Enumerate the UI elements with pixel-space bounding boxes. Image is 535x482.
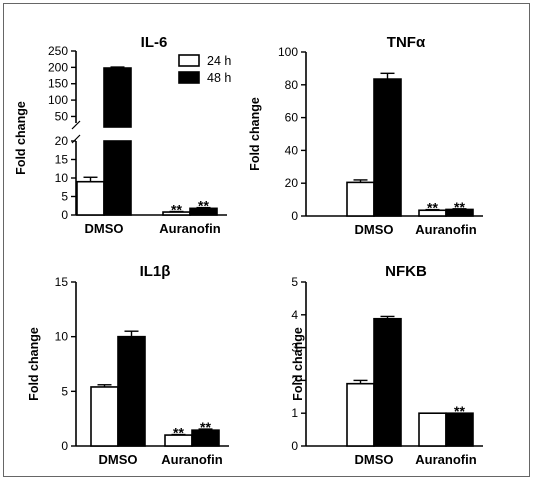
axis-break-mark [71,120,81,130]
y-tick-label: 250 [48,44,68,58]
y-tick-label: 5 [61,190,68,204]
y-tick-label: 100 [278,45,298,59]
significance-mark: ** [427,200,438,216]
y-tick-label: 15 [55,153,69,167]
y-tick-label: 20 [55,134,69,148]
chart-title: TNFα [387,34,426,51]
y-tick-label: 5 [61,384,68,398]
y-tick-label: 0 [291,209,298,223]
chart-panel-3: IL1β Fold change 0 5 10 15 DMSO Auranofin ** ** [27,263,229,467]
chart-panel-2: TNFα Fold change 0 20 40 60 80 100 DMSO Auranofin… [248,34,483,237]
significance-mark: ** [200,419,211,435]
bar-24h-dmso [346,181,375,217]
bar-48h-dmso [103,140,132,216]
y-tick-label: 15 [55,275,69,289]
bar-48h-dmso [117,335,146,447]
significance-mark: ** [171,201,182,217]
chart-title: IL1β [140,263,171,280]
legend-swatch [178,54,200,67]
y-axis-label: Fold change [27,327,41,401]
y-tick-label: 0 [291,439,298,453]
y-tick-label: 0 [61,439,68,453]
y-tick-label: 80 [285,78,299,92]
y-tick-label: 4 [291,308,298,322]
x-tick-label: Auranofin [415,452,476,467]
legend-swatch [178,71,200,84]
legend-label: 48 h [207,71,231,85]
significance-mark: ** [454,199,465,215]
y-tick-label: 0 [61,208,68,222]
y-tick-label: 10 [55,171,69,185]
legend-label: 24 h [207,54,231,68]
bar-48h-dmso [373,317,402,447]
y-tick-label: 1 [291,406,298,420]
y-axis-label: Fold change [291,327,305,401]
x-tick-label: Auranofin [415,222,476,237]
x-tick-label: DMSO [355,222,394,237]
y-tick-label: 2 [291,373,298,387]
chart-panel-4: NFKB Fold change 0 1 2 3 4 5 DMSO Auranofin ** [291,263,483,467]
y-tick-label: 100 [48,93,68,107]
axis-break-mark [71,134,81,144]
bar-48h-dmso [373,78,402,217]
chart-panel-1: IL-6 Fold change 0 5 10 15 20 50 100 150 200 250 DMS… [14,34,231,236]
y-axis-label: Fold change [14,101,28,175]
x-tick-label: Auranofin [161,452,222,467]
y-tick-label: 40 [285,143,299,157]
significance-mark: ** [454,403,465,419]
bar-24h-dmso [90,386,119,447]
bar-48h-dmso-upper [103,67,132,128]
x-tick-label: DMSO [85,221,124,236]
x-tick-label: DMSO [355,452,394,467]
bar-24h-dmso [346,382,375,447]
y-tick-label: 20 [285,176,299,190]
significance-mark: ** [198,198,209,214]
y-tick-label: 10 [55,330,69,344]
y-tick-label: 150 [48,77,68,91]
x-tick-label: DMSO [99,452,138,467]
x-tick-label: Auranofin [159,221,220,236]
y-tick-label: 200 [48,60,68,74]
bar-24h-dmso [76,180,105,216]
significance-mark: ** [173,425,184,441]
bar-24h-auranofin [418,412,447,447]
y-axis-label: Fold change [248,97,262,171]
chart-title: NFKB [385,263,427,280]
y-tick-label: 60 [285,111,299,125]
y-tick-label: 3 [291,341,298,355]
y-tick-label: 50 [55,109,69,123]
chart-title: IL-6 [141,34,168,51]
y-tick-label: 5 [291,275,298,289]
figure-frame [3,3,530,477]
bar-48h-auranofin [445,412,474,447]
